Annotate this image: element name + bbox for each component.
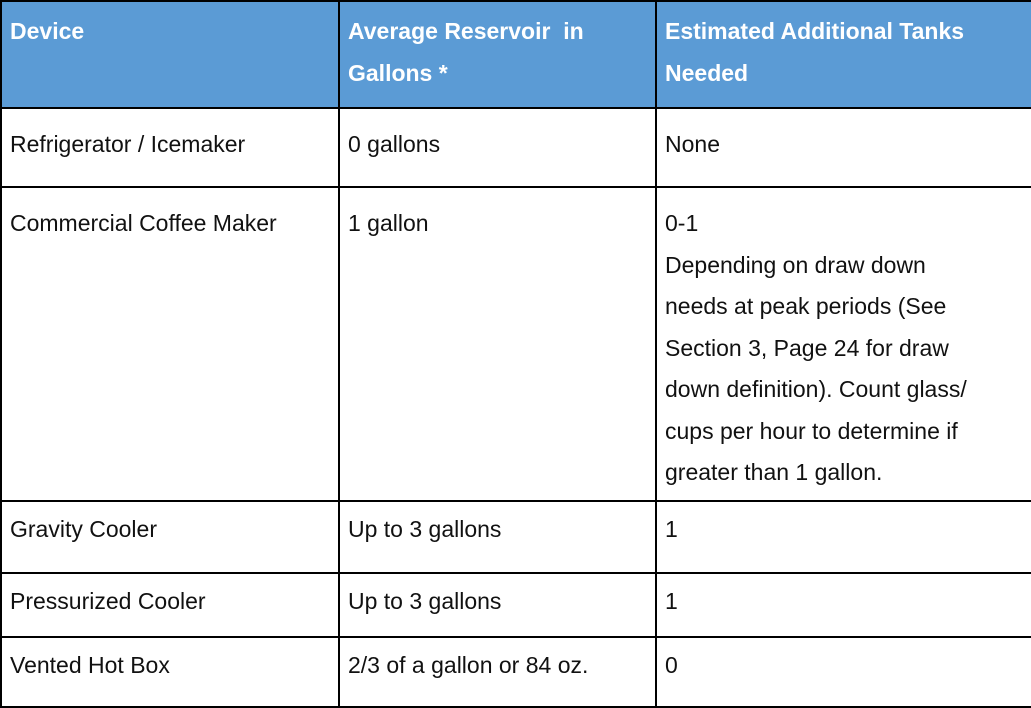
device-text: Commercial Coffee Maker: [10, 210, 277, 236]
reservoir-text: 2/3 of a gallon or 84 oz.: [348, 652, 589, 678]
cell-reservoir: Up to 3 gallons: [338, 500, 657, 574]
device-text: Gravity Cooler: [10, 516, 157, 542]
table-header-row: Device Average Reservoir in Gallons * Es…: [0, 0, 1031, 109]
tanks-text-line: cups per hour to determine if: [665, 417, 958, 444]
cell-device: Refrigerator / Icemaker: [0, 107, 340, 188]
tanks-text-line: needs at peak periods (See: [665, 293, 947, 319]
reservoir-text: Up to 3 gallons: [348, 588, 502, 614]
cell-tanks: 0: [655, 636, 1031, 708]
cell-reservoir: 1 gallon: [338, 186, 657, 502]
tanks-text-line: greater than 1 gallon.: [665, 459, 883, 485]
tanks-text-line: 0-1: [665, 210, 699, 236]
table-row: Vented Hot Box 2/3 of a gallon or 84 oz.…: [0, 636, 1031, 708]
tanks-text-line: Section 3, Page 24 for draw: [665, 334, 949, 361]
device-text: Refrigerator / Icemaker: [10, 131, 246, 157]
reservoir-text: 1 gallon: [348, 210, 429, 236]
header-device: Device: [0, 0, 340, 109]
header-reservoir-line-2: Gallons *: [348, 59, 448, 86]
table-row: Commercial Coffee Maker 1 gallon 0-1 Dep…: [0, 186, 1031, 502]
table-row: Gravity Cooler Up to 3 gallons 1: [0, 500, 1031, 574]
table-row: Pressurized Cooler Up to 3 gallons 1: [0, 572, 1031, 638]
cell-tanks: 1: [655, 572, 1031, 638]
cell-device: Pressurized Cooler: [0, 572, 340, 638]
header-reservoir-line-1: Average Reservoir in: [348, 18, 584, 44]
tanks-text: None: [665, 131, 720, 157]
device-text: Vented Hot Box: [10, 652, 170, 678]
cell-reservoir: Up to 3 gallons: [338, 572, 657, 638]
cell-reservoir: 0 gallons: [338, 107, 657, 188]
cell-device: Vented Hot Box: [0, 636, 340, 708]
table-row: Refrigerator / Icemaker 0 gallons None: [0, 107, 1031, 188]
header-average-reservoir: Average Reservoir in Gallons *: [338, 0, 657, 109]
header-tanks-line-1: Estimated Additional Tanks: [665, 18, 965, 44]
tanks-text-line: down definition). Count glass/: [665, 376, 967, 402]
header-tanks-line-2: Needed: [665, 59, 749, 86]
cell-device: Gravity Cooler: [0, 500, 340, 574]
cell-tanks: None: [655, 107, 1031, 188]
reservoir-text: Up to 3 gallons: [348, 516, 502, 542]
tanks-text: 1: [665, 588, 678, 614]
cell-tanks: 1: [655, 500, 1031, 574]
tanks-text-line: Depending on draw down: [665, 251, 926, 278]
cell-reservoir: 2/3 of a gallon or 84 oz.: [338, 636, 657, 708]
reservoir-text: 0 gallons: [348, 131, 441, 157]
device-text: Pressurized Cooler: [10, 588, 206, 614]
header-device-label: Device: [10, 18, 85, 44]
header-estimated-additional-tanks: Estimated Additional Tanks Needed: [655, 0, 1031, 109]
cell-device: Commercial Coffee Maker: [0, 186, 340, 502]
tanks-text: 1: [665, 516, 678, 542]
cell-tanks: 0-1 Depending on draw down needs at peak…: [655, 186, 1031, 502]
tanks-text: 0: [665, 652, 678, 678]
